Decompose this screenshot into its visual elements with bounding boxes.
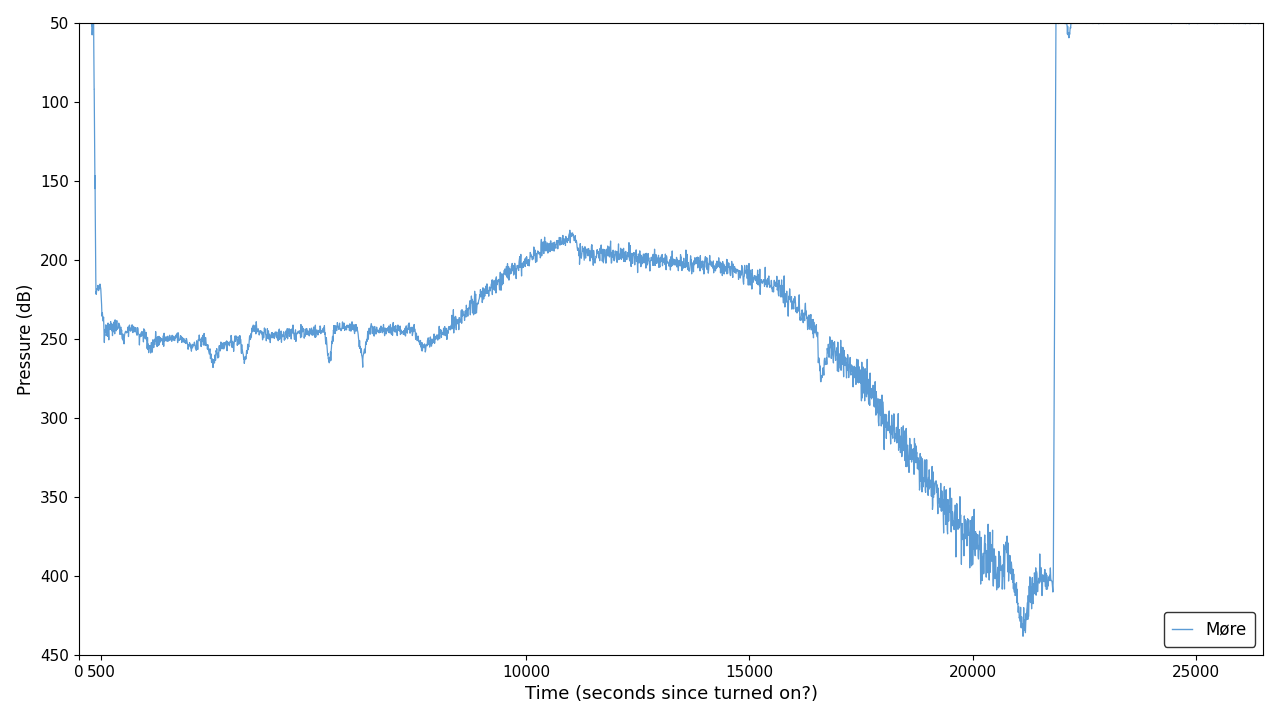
Y-axis label: Pressure (dB): Pressure (dB) xyxy=(17,283,35,395)
X-axis label: Time (seconds since turned on?): Time (seconds since turned on?) xyxy=(525,685,818,703)
Legend: Møre: Møre xyxy=(1164,612,1254,647)
